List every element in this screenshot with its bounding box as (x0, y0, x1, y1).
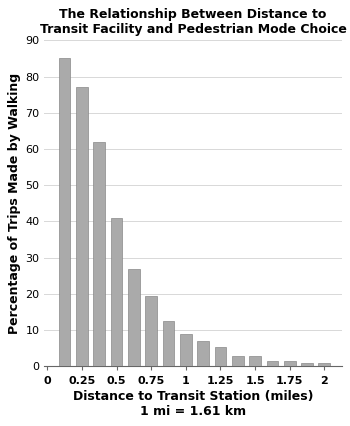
Bar (111, 218, 122, 366)
Y-axis label: Percentage of Trips Made by Walking: Percentage of Trips Made by Walking (8, 73, 21, 334)
Bar (249, 356, 261, 366)
Bar (128, 269, 140, 366)
Bar (93, 142, 105, 366)
Title: The Relationship Between Distance to
Transit Facility and Pedestrian Mode Choice: The Relationship Between Distance to Tra… (40, 9, 346, 36)
Bar (76, 87, 88, 366)
Bar (145, 296, 157, 366)
Bar (197, 341, 209, 366)
X-axis label: Distance to Transit Station (miles)
1 mi = 1.61 km: Distance to Transit Station (miles) 1 mi… (73, 390, 313, 417)
Bar (266, 361, 278, 366)
Bar (284, 361, 296, 366)
Bar (301, 363, 313, 366)
Bar (163, 321, 174, 366)
Bar (232, 356, 244, 366)
Bar (215, 346, 226, 366)
Bar (180, 334, 192, 366)
Bar (318, 363, 330, 366)
Bar (59, 58, 70, 366)
